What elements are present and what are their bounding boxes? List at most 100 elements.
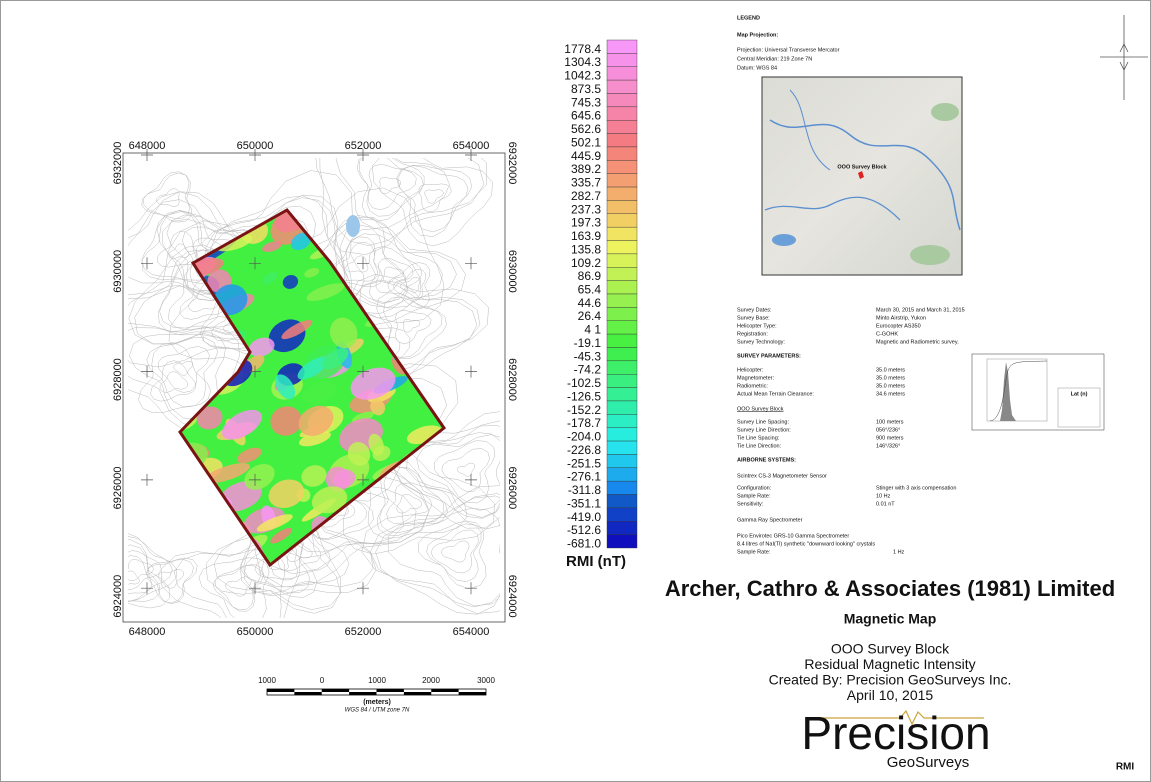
legend-label: Survey Base: xyxy=(737,315,770,321)
x-tick-label: 652000 xyxy=(345,140,382,152)
color-cell xyxy=(606,347,638,362)
anomaly xyxy=(370,399,386,416)
contour xyxy=(128,570,140,585)
contour xyxy=(375,257,414,294)
color-cell xyxy=(606,507,638,522)
x-tick-label: 654000 xyxy=(453,626,490,638)
contour xyxy=(345,233,457,314)
anomaly xyxy=(329,317,358,349)
color-cell xyxy=(606,173,638,188)
legend-line: Gamma Ray Spectrometer xyxy=(737,517,803,523)
colorbar-label: -126.5 xyxy=(567,389,601,403)
color-cell xyxy=(606,320,638,335)
color-cell xyxy=(606,213,638,228)
legend-label: Sample Rate: xyxy=(737,493,771,499)
colorbar-label: 1778.4 xyxy=(564,42,601,56)
colorbar-label: 86.9 xyxy=(578,269,602,283)
colorbar-label: -19.1 xyxy=(574,336,602,350)
contour xyxy=(393,269,427,300)
anomaly xyxy=(268,479,305,509)
grid-cross xyxy=(465,473,477,486)
contour xyxy=(367,456,468,539)
colorbar-label: -152.2 xyxy=(567,403,601,417)
grid-cross xyxy=(249,257,261,270)
colorbar-label: 645.6 xyxy=(571,109,601,123)
color-cell xyxy=(606,120,638,134)
contour xyxy=(394,411,500,529)
legend-line: Central Meridian: 219 Zone 7N xyxy=(737,56,812,62)
legend-label: Helicopter Type: xyxy=(737,323,777,329)
map-type: Magnetic Map xyxy=(844,611,937,627)
contour xyxy=(387,508,500,607)
color-cell xyxy=(606,360,638,375)
grid-cross xyxy=(357,257,369,270)
legend-line: 8.4 litres of NaI(Tl) synthetic "downwar… xyxy=(737,541,875,547)
contour xyxy=(383,296,443,358)
legend-heading: Map Projection: xyxy=(737,32,778,38)
contour xyxy=(375,485,500,615)
colorbar-label: 26.4 xyxy=(578,309,602,323)
scale-label: 0 xyxy=(320,676,325,685)
legend-label: Survey Line Spacing: xyxy=(737,419,789,425)
legend-label: Survey Line Direction: xyxy=(737,427,791,433)
anomaly xyxy=(311,486,348,514)
grid-cross xyxy=(357,582,369,595)
colorbar-label: 163.9 xyxy=(571,229,601,243)
color-cell xyxy=(606,467,638,482)
color-cell xyxy=(606,374,638,388)
contour xyxy=(371,158,493,247)
contour xyxy=(138,342,211,414)
legend-line: Pico Envirotec GRS-10 Gamma Spectrometer xyxy=(737,533,849,539)
colorbar-title: RMI (nT) xyxy=(566,553,626,570)
anomaly xyxy=(333,469,356,488)
colorbar xyxy=(606,39,638,549)
contour xyxy=(128,539,170,609)
legend-heading: OOO Survey Block xyxy=(737,406,784,412)
legend-heading: SURVEY PARAMETERS: xyxy=(737,353,801,359)
colorbar-label: 237.3 xyxy=(571,202,601,216)
grid-cross xyxy=(465,365,477,378)
contour xyxy=(367,164,417,211)
contour xyxy=(158,569,184,589)
grid-cross xyxy=(249,365,261,378)
color-cell xyxy=(606,240,638,255)
anomaly xyxy=(281,319,313,340)
contour xyxy=(376,292,447,359)
colorbar-label: 562.6 xyxy=(571,122,601,136)
scale-segment xyxy=(431,689,459,692)
contour xyxy=(396,165,469,233)
anomaly xyxy=(222,409,263,440)
grid-cross xyxy=(141,365,153,378)
scale-label: 3000 xyxy=(477,676,495,685)
contour xyxy=(315,158,485,246)
y-tick-label: 6928000 xyxy=(112,358,124,401)
color-cell xyxy=(606,93,638,108)
anomaly xyxy=(204,463,250,484)
legend-heading: AIRBORNE SYSTEMS: xyxy=(737,457,796,463)
contour xyxy=(395,310,432,345)
x-tick-label: 652000 xyxy=(345,626,382,638)
colorbar-label: -512.6 xyxy=(567,523,601,537)
anomaly xyxy=(236,447,262,464)
legend-label: Configuration: xyxy=(737,485,772,491)
y-tick-label: 6924000 xyxy=(112,575,124,618)
contour xyxy=(345,255,369,273)
scale-label: 2000 xyxy=(422,676,440,685)
colorbar-label: -419.0 xyxy=(567,510,601,524)
legend-line: Scintrex CS-3 Magnetometer Sensor xyxy=(737,473,827,479)
grid-cross xyxy=(357,365,369,378)
colorbar-label: -226.8 xyxy=(567,443,601,457)
colorbar-label: 109.2 xyxy=(571,256,601,270)
contour xyxy=(198,557,270,618)
x-tick-label: 648000 xyxy=(129,140,166,152)
anomaly xyxy=(248,337,275,357)
anomaly xyxy=(256,514,293,532)
anomaly xyxy=(368,433,384,456)
color-cell xyxy=(606,521,638,535)
logo-wave xyxy=(810,709,984,726)
scale-segment xyxy=(267,689,295,692)
contour xyxy=(434,440,496,504)
color-cell xyxy=(606,427,638,442)
legend-value: 35.0 meters xyxy=(876,383,905,389)
grid-cross xyxy=(141,473,153,486)
